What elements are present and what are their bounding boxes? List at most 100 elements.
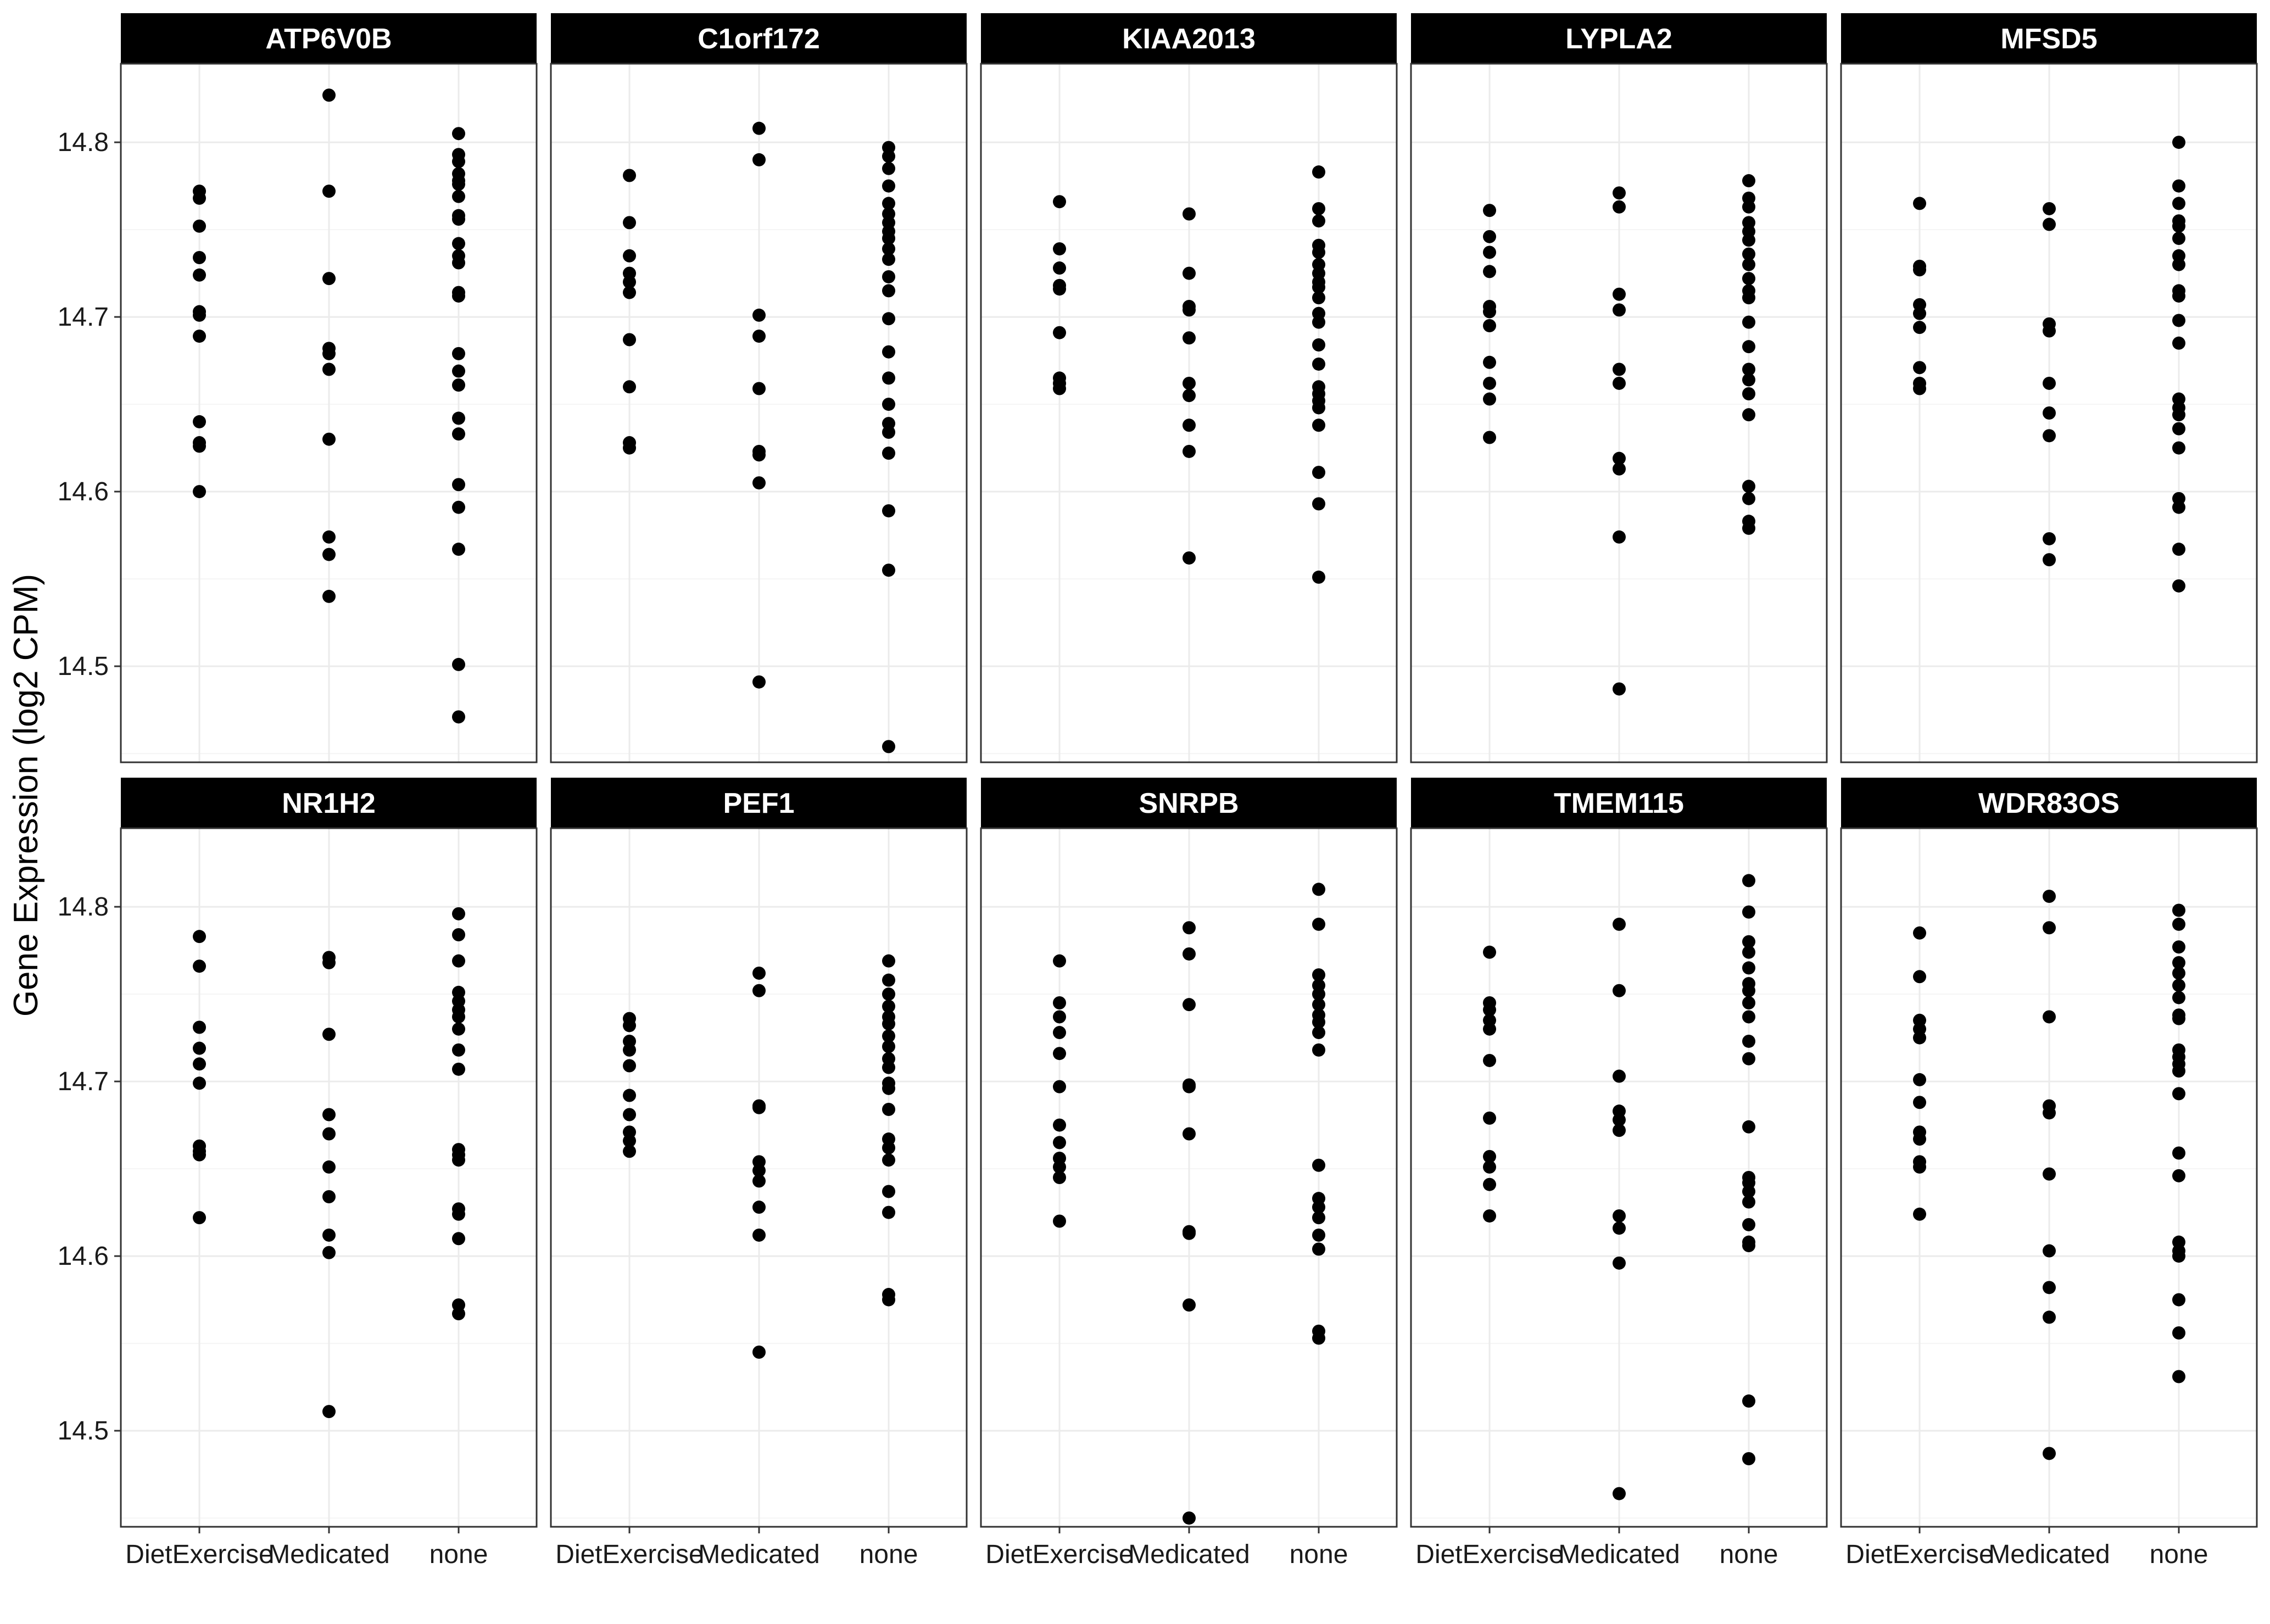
- data-point: [623, 216, 636, 230]
- data-point: [1312, 1158, 1325, 1172]
- facet-panel-c1orf172: C1orf172: [550, 13, 968, 763]
- x-tick-label: none: [860, 1540, 918, 1569]
- data-point: [882, 1081, 895, 1095]
- data-point: [2172, 441, 2185, 455]
- x-tick-label: DietExercise: [985, 1540, 1133, 1569]
- y-tick-label: 14.8: [58, 128, 109, 157]
- data-point: [1613, 1113, 1626, 1127]
- y-tick-label: 14.7: [58, 303, 109, 332]
- data-point: [1053, 1136, 1066, 1149]
- data-point: [752, 476, 766, 490]
- data-point: [1742, 1239, 1755, 1253]
- data-point: [1913, 970, 1926, 984]
- data-point: [1053, 1214, 1066, 1228]
- data-point: [882, 740, 895, 754]
- data-point: [1312, 1211, 1325, 1225]
- data-point: [1483, 376, 1496, 390]
- data-point: [2172, 289, 2185, 303]
- data-point: [882, 563, 895, 577]
- x-tick-label: Medicated: [1128, 1540, 1250, 1569]
- data-point: [1742, 935, 1755, 948]
- data-point: [1613, 451, 1626, 465]
- data-point: [1483, 305, 1496, 319]
- data-point: [1312, 357, 1325, 371]
- data-point: [752, 675, 766, 689]
- data-point: [623, 169, 636, 182]
- data-point: [752, 448, 766, 462]
- facet-label: PEF1: [723, 788, 794, 819]
- data-point: [1183, 1127, 1196, 1141]
- data-point: [452, 364, 465, 378]
- data-point: [322, 272, 336, 286]
- data-point: [1742, 258, 1755, 271]
- data-point: [193, 1057, 206, 1071]
- data-point: [1483, 945, 1496, 959]
- data-point: [1613, 1124, 1626, 1137]
- data-point: [1742, 996, 1755, 1009]
- data-point: [1742, 984, 1755, 997]
- data-point: [2172, 579, 2185, 593]
- data-point: [1913, 1031, 1926, 1045]
- data-point: [1613, 1069, 1626, 1083]
- data-point: [1312, 1242, 1325, 1256]
- data-point: [1312, 291, 1325, 305]
- data-point: [623, 1019, 636, 1033]
- data-point: [452, 289, 465, 303]
- data-point: [2172, 1146, 2185, 1160]
- y-tick-label: 14.5: [58, 1416, 109, 1446]
- data-point: [322, 530, 336, 544]
- x-tick-label: DietExercise: [125, 1540, 273, 1569]
- x-tick-label: DietExercise: [1845, 1540, 1993, 1569]
- data-point: [1483, 1209, 1496, 1223]
- data-point: [1483, 1003, 1496, 1017]
- data-point: [193, 439, 206, 453]
- data-point: [1053, 1026, 1066, 1040]
- data-point: [2172, 543, 2185, 556]
- data-point: [452, 189, 465, 203]
- data-point: [452, 411, 465, 425]
- data-point: [322, 1127, 336, 1141]
- data-point: [452, 478, 465, 492]
- data-point: [2172, 1293, 2185, 1307]
- data-point: [1053, 1080, 1066, 1093]
- data-point: [2172, 219, 2185, 233]
- y-tick-label: 14.6: [58, 477, 109, 506]
- data-point: [1183, 444, 1196, 458]
- data-point: [882, 253, 895, 266]
- data-point: [1183, 1226, 1196, 1240]
- data-point: [452, 177, 465, 191]
- facet-strip: [981, 13, 1397, 64]
- data-point: [882, 1153, 895, 1167]
- data-point: [882, 504, 895, 518]
- data-point: [1183, 551, 1196, 565]
- data-point: [2172, 422, 2185, 436]
- data-point: [322, 1246, 336, 1259]
- data-point: [1312, 315, 1325, 329]
- data-point: [2043, 217, 2056, 231]
- x-tick-label: Medicated: [1988, 1540, 2110, 1569]
- data-point: [2172, 991, 2185, 1004]
- data-point: [1312, 214, 1325, 228]
- data-point: [882, 284, 895, 298]
- data-point: [1613, 1256, 1626, 1270]
- data-point: [1613, 303, 1626, 317]
- data-point: [882, 1040, 895, 1053]
- panel-border: [980, 63, 1398, 763]
- data-point: [452, 1232, 465, 1246]
- data-point: [2172, 1064, 2185, 1078]
- facet-strip: [1841, 778, 2257, 828]
- data-point: [1742, 961, 1755, 975]
- data-point: [193, 219, 206, 233]
- data-point: [2172, 314, 2185, 327]
- x-tick-label: DietExercise: [1415, 1540, 1563, 1569]
- data-point: [1312, 998, 1325, 1012]
- data-point: [452, 378, 465, 392]
- data-point: [1742, 1218, 1755, 1231]
- data-point: [193, 1020, 206, 1034]
- data-point: [1742, 1452, 1755, 1465]
- data-point: [1913, 1160, 1926, 1174]
- data-point: [2043, 406, 2056, 420]
- data-point: [623, 1043, 636, 1057]
- data-point: [2172, 903, 2185, 917]
